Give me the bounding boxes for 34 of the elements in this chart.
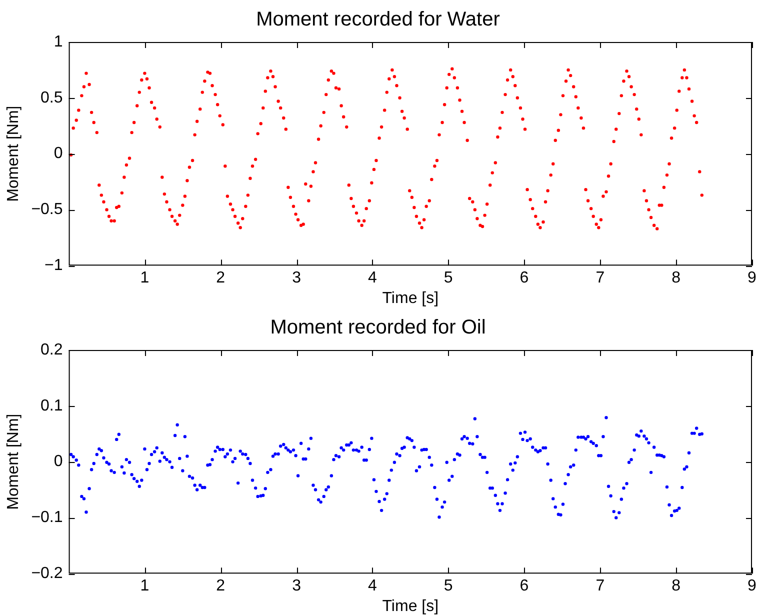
x-tick-label: 2: [216, 578, 226, 595]
chart-title: Moment recorded for Oil: [270, 316, 486, 339]
x-axis-title: Time [s]: [382, 598, 439, 615]
x-tick-label: 4: [368, 270, 377, 287]
x-tick-label: 2: [216, 270, 226, 287]
x-tick-label: 9: [748, 270, 757, 287]
y-axis-title: Moment [Nm]: [5, 414, 22, 510]
chart-title: Moment recorded for Water: [256, 8, 500, 31]
y-tick-label: −0.5: [31, 201, 63, 218]
x-tick-label: 1: [140, 578, 150, 595]
x-tick-label: 6: [520, 270, 529, 287]
x-tick-label: 7: [596, 578, 605, 595]
y-tick-label: −0.2: [31, 565, 63, 582]
x-tick-label: 3: [292, 578, 302, 595]
x-tick-label: 5: [444, 578, 453, 595]
y-axis-title: Moment [Nm]: [5, 106, 22, 202]
x-tick-label: 6: [520, 578, 529, 595]
y-tick-label: 0.1: [40, 397, 63, 414]
y-tick-label: −1: [44, 257, 63, 274]
x-tick-label: 8: [672, 270, 681, 287]
x-tick-label: 7: [596, 270, 605, 287]
y-tick-label: 1: [54, 33, 63, 50]
y-tick-label: 0.2: [40, 341, 63, 358]
x-tick-label: 5: [444, 270, 453, 287]
x-tick-label: 8: [672, 578, 681, 595]
y-tick-label: 0: [54, 145, 63, 162]
y-tick-label: 0.5: [40, 89, 63, 106]
x-tick-label: 3: [292, 270, 302, 287]
y-tick-label: 0: [54, 453, 63, 470]
y-tick-label: −0.1: [31, 509, 63, 526]
x-tick-label: 4: [368, 578, 377, 595]
x-tick-label: 9: [748, 578, 757, 595]
x-axis-title: Time [s]: [382, 290, 439, 307]
x-tick-label: 1: [140, 270, 150, 287]
